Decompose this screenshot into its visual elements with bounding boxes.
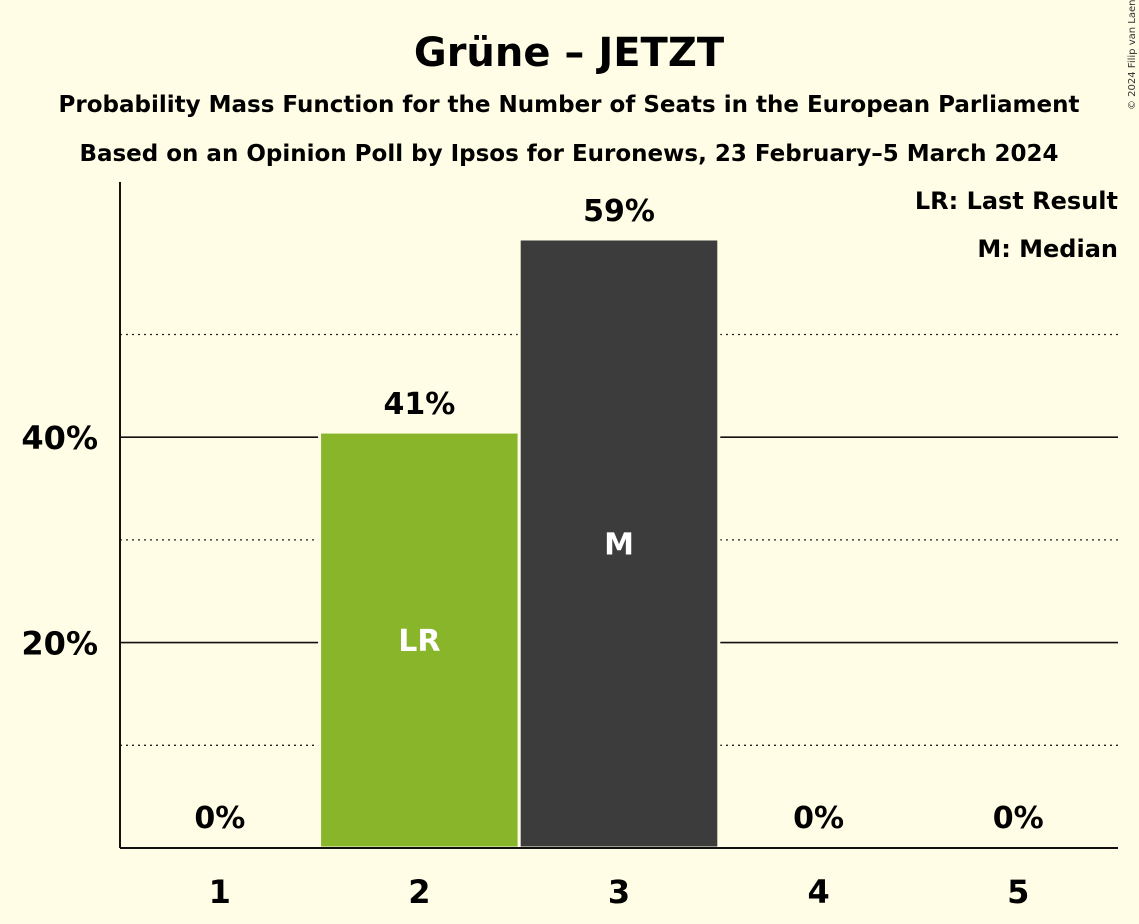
value-label: 0% xyxy=(194,801,245,836)
y-tick-label: 40% xyxy=(21,419,98,457)
bar-marker-lr: LR xyxy=(398,624,440,659)
value-label: 0% xyxy=(793,801,844,836)
y-tick-label: 20% xyxy=(21,625,98,663)
x-tick-label: 3 xyxy=(608,873,630,911)
x-tick-label: 2 xyxy=(408,873,430,911)
chart-title: Grüne – JETZT xyxy=(414,30,725,76)
x-tick-label: 4 xyxy=(807,873,829,911)
chart-subtitle: Probability Mass Function for the Number… xyxy=(59,92,1080,118)
legend-last-result: LR: Last Result xyxy=(915,187,1118,215)
x-tick-label: 5 xyxy=(1007,873,1029,911)
x-tick-label: 1 xyxy=(209,873,231,911)
bar-marker-m: M xyxy=(604,527,634,562)
axes xyxy=(119,182,1118,849)
value-label: 0% xyxy=(993,801,1044,836)
chart-source-line: Based on an Opinion Poll by Ipsos for Eu… xyxy=(79,141,1058,167)
value-label: 41% xyxy=(383,387,455,422)
value-label: 59% xyxy=(583,194,655,229)
bars xyxy=(318,237,721,850)
copyright-notice: © 2024 Filip van Laenen xyxy=(1127,0,1138,110)
value-labels: 0% 1 LR 41% 2 M 59% 3 0% 4 0% 5 xyxy=(194,194,1043,911)
legend-median: M: Median xyxy=(977,235,1118,263)
